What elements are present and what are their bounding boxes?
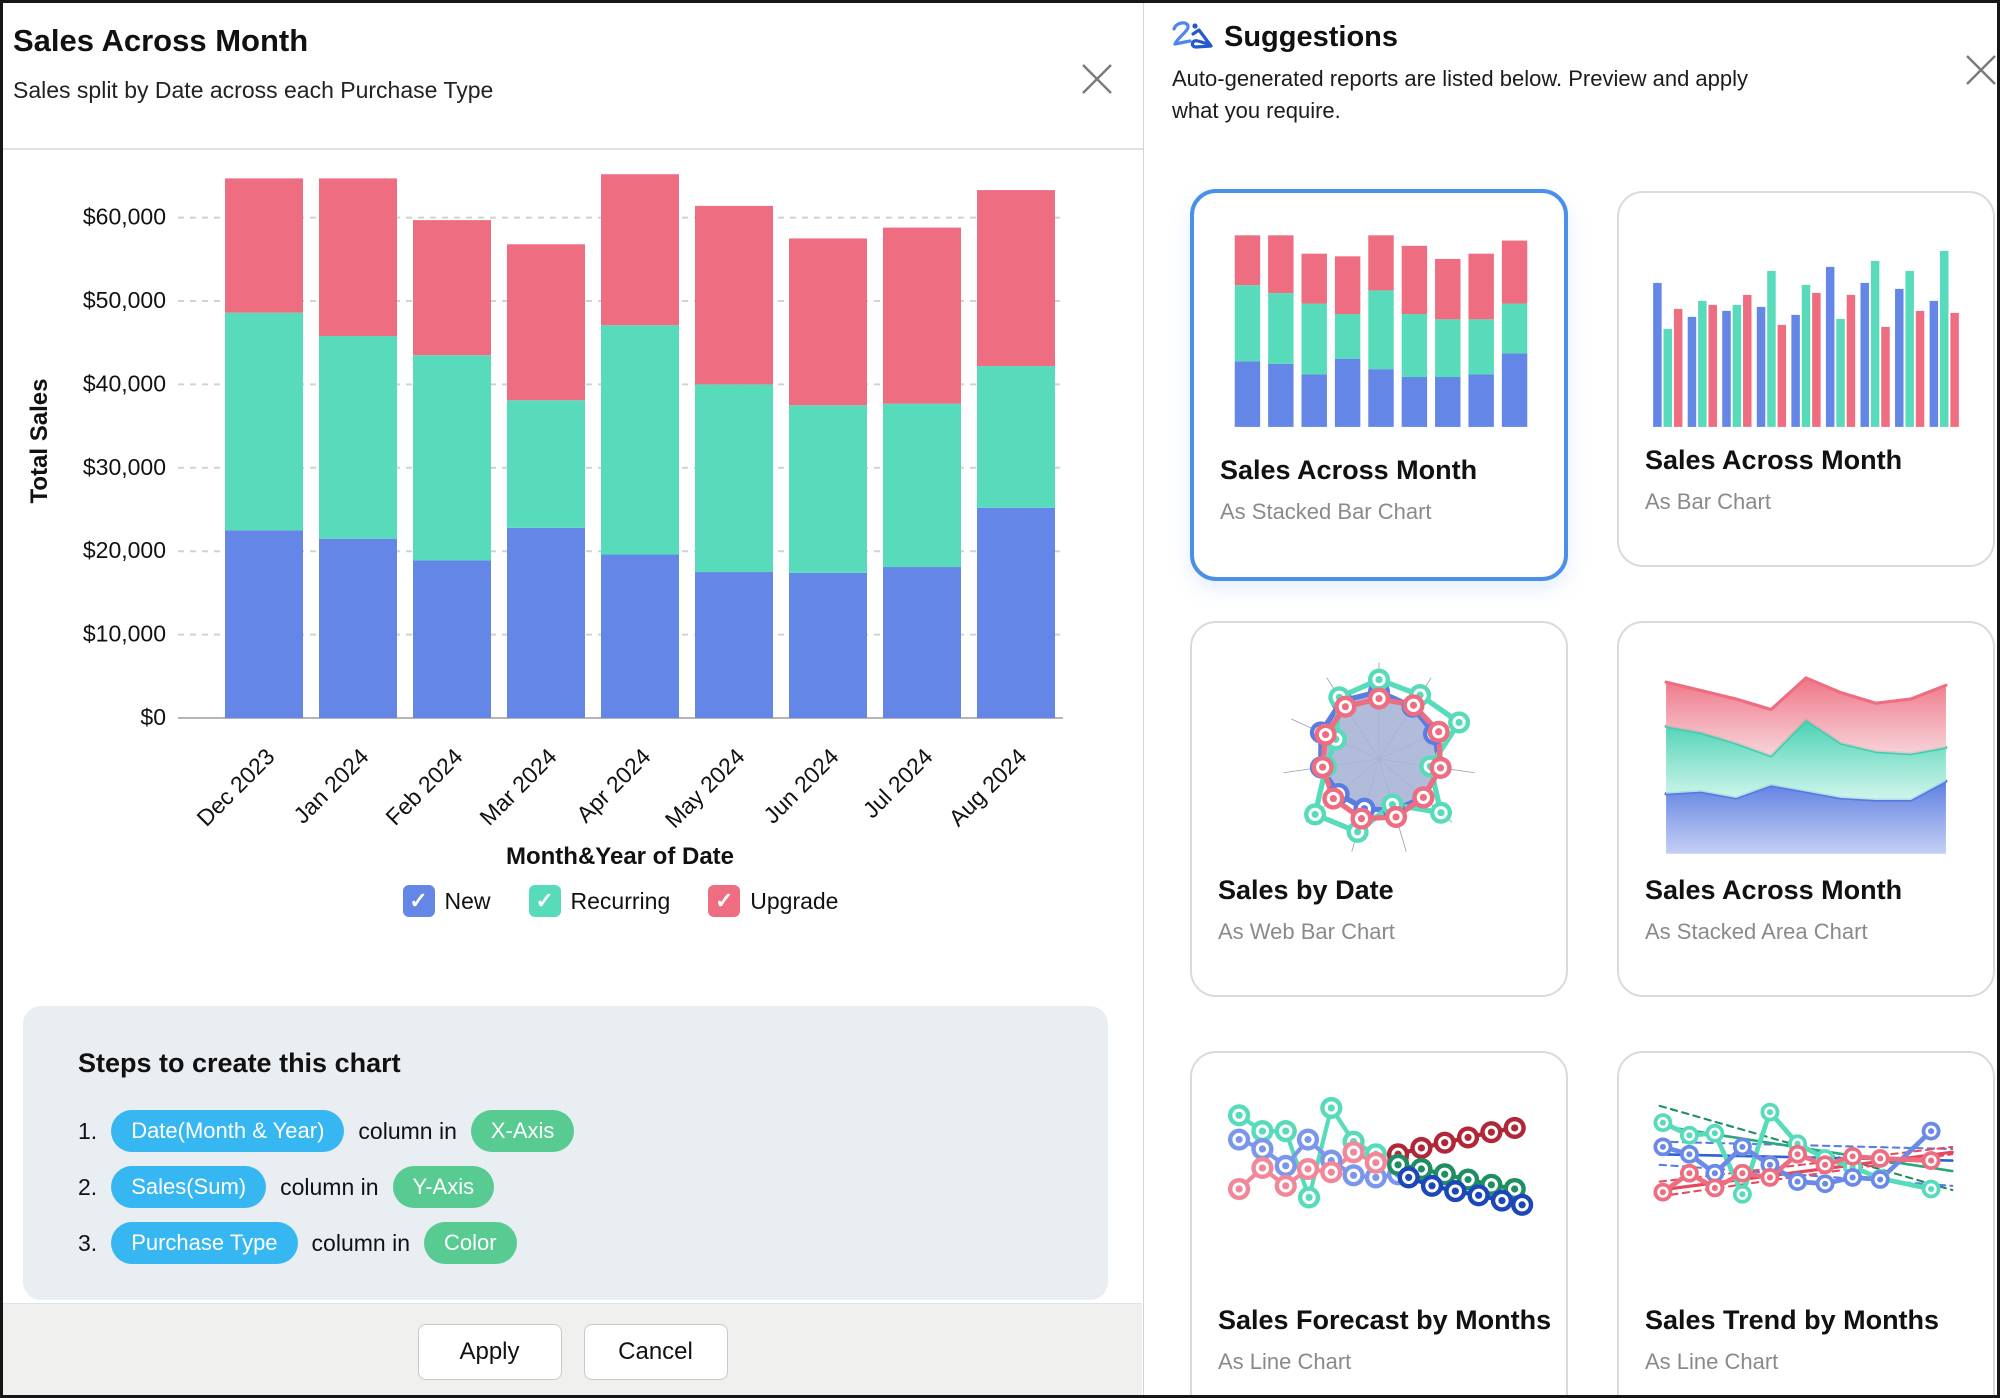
svg-text:$40,000: $40,000 bbox=[83, 370, 166, 396]
legend-checkbox[interactable]: ✓ bbox=[402, 885, 435, 917]
svg-text:Dec 2023: Dec 2023 bbox=[192, 743, 280, 831]
suggestions-title: Suggestions bbox=[1224, 21, 1399, 53]
chart-legend: ✓ New ✓ Recurring ✓ Upgrade bbox=[178, 885, 1063, 917]
footer-bar: Apply Cancel bbox=[3, 1303, 1142, 1395]
card-title: Sales Forecast by Months bbox=[1218, 1305, 1552, 1335]
mini-stacked-bar-chart bbox=[1234, 235, 1528, 427]
svg-text:$50,000: $50,000 bbox=[83, 287, 166, 313]
legend-checkbox[interactable]: ✓ bbox=[708, 885, 741, 917]
close-icon[interactable] bbox=[1079, 61, 1115, 97]
field-chip: Date(Month & Year) bbox=[111, 1110, 345, 1152]
steps-card: Steps to create this chart 1. Date(Month… bbox=[23, 1006, 1108, 1300]
svg-text:$30,000: $30,000 bbox=[83, 454, 166, 480]
steps-heading: Steps to create this chart bbox=[78, 1048, 401, 1078]
suggestion-card-web-bar[interactable]: Sales by Date As Web Bar Chart bbox=[1190, 621, 1568, 997]
step-number: 2. bbox=[78, 1173, 98, 1200]
step-text: column in bbox=[311, 1229, 410, 1256]
legend-label: New bbox=[444, 887, 491, 914]
svg-text:$0: $0 bbox=[140, 704, 166, 730]
svg-text:Mar 2024: Mar 2024 bbox=[474, 743, 561, 830]
zia-logo-icon bbox=[1172, 21, 1213, 49]
legend-label: Recurring bbox=[570, 887, 671, 914]
step-number: 3. bbox=[78, 1229, 98, 1256]
suggestion-card-forecast-line[interactable]: Sales Forecast by Months As Line Chart bbox=[1190, 1051, 1568, 1395]
svg-text:Feb 2024: Feb 2024 bbox=[380, 743, 467, 830]
svg-text:Jul 2024: Jul 2024 bbox=[858, 743, 938, 823]
suggestion-card-bar[interactable]: Sales Across Month As Bar Chart bbox=[1617, 191, 1995, 567]
mini-radar-chart bbox=[1283, 662, 1475, 852]
svg-text:$10,000: $10,000 bbox=[83, 621, 166, 647]
suggestion-card-trend-line[interactable]: Sales Trend by Months As Line Chart bbox=[1617, 1051, 1995, 1395]
stacked-bar-chart[interactable]: $0 $10,000 $20,000 $30,000 $40,000 $50,000 $60… bbox=[3, 151, 1142, 887]
step-row: 3. Purchase Type column in Color bbox=[78, 1222, 517, 1264]
axis-chip: X-Axis bbox=[470, 1110, 575, 1152]
mini-bar-chart bbox=[1653, 250, 1959, 427]
legend-label: Upgrade bbox=[750, 887, 839, 914]
svg-text:Aug 2024: Aug 2024 bbox=[944, 743, 1032, 831]
step-row: 2. Sales(Sum) column in Y-Axis bbox=[78, 1166, 495, 1208]
card-title: Sales Across Month bbox=[1645, 445, 1903, 475]
step-text: column in bbox=[280, 1173, 379, 1200]
axis-chip: Y-Axis bbox=[392, 1166, 495, 1208]
apply-button[interactable]: Apply bbox=[417, 1323, 562, 1380]
color-chip: Color bbox=[423, 1222, 517, 1264]
card-title: Sales Across Month bbox=[1645, 875, 1903, 905]
suggestion-card-stacked-bar[interactable]: Sales Across Month As Stacked Bar Chart bbox=[1190, 189, 1568, 581]
card-title: Sales Trend by Months bbox=[1645, 1305, 1940, 1335]
field-chip: Purchase Type bbox=[111, 1222, 298, 1264]
step-number: 1. bbox=[78, 1117, 98, 1144]
svg-text:Apr 2024: Apr 2024 bbox=[571, 743, 656, 828]
svg-text:Jan 2024: Jan 2024 bbox=[288, 743, 373, 828]
chart-preview-panel: Sales Across Month Sales split by Date a… bbox=[3, 3, 1144, 1395]
card-subtitle: As Web Bar Chart bbox=[1218, 919, 1395, 944]
svg-text:Month&Year of Date: Month&Year of Date bbox=[506, 843, 734, 870]
legend-item[interactable]: ✓ New bbox=[402, 885, 491, 917]
card-title: Sales by Date bbox=[1218, 875, 1394, 905]
mini-forecast-line-chart bbox=[1227, 1096, 1534, 1216]
page-title: Sales Across Month bbox=[13, 23, 309, 58]
card-title: Sales Across Month bbox=[1220, 455, 1478, 485]
field-chip: Sales(Sum) bbox=[111, 1166, 267, 1208]
mini-trend-line-chart bbox=[1653, 1102, 1954, 1204]
close-icon[interactable] bbox=[1962, 51, 2000, 89]
legend-checkbox[interactable]: ✓ bbox=[528, 885, 561, 917]
mini-area-chart bbox=[1664, 676, 1948, 854]
svg-text:$60,000: $60,000 bbox=[83, 204, 166, 230]
step-row: 1. Date(Month & Year) column in X-Axis bbox=[78, 1110, 575, 1152]
card-subtitle: As Line Chart bbox=[1645, 1349, 1779, 1374]
suggestions-panel: Suggestions Auto-generated reports are l… bbox=[1144, 3, 2000, 1395]
svg-text:$20,000: $20,000 bbox=[83, 537, 166, 563]
svg-text:Total Sales: Total Sales bbox=[26, 379, 53, 504]
step-text: column in bbox=[358, 1117, 457, 1144]
suggestions-subtitle: Auto-generated reports are listed below.… bbox=[1172, 66, 1749, 123]
cancel-button[interactable]: Cancel bbox=[583, 1323, 728, 1380]
page-subtitle: Sales split by Date across each Purchase… bbox=[13, 77, 494, 103]
suggestion-card-stacked-area[interactable]: Sales Across Month As Stacked Area Chart bbox=[1617, 621, 1995, 997]
header-divider bbox=[3, 148, 1143, 150]
card-subtitle: As Stacked Area Chart bbox=[1645, 919, 1868, 944]
legend-item[interactable]: ✓ Recurring bbox=[528, 885, 671, 917]
svg-text:Jun 2024: Jun 2024 bbox=[758, 743, 843, 828]
card-subtitle: As Line Chart bbox=[1218, 1349, 1352, 1374]
legend-item[interactable]: ✓ Upgrade bbox=[708, 885, 838, 917]
card-subtitle: As Stacked Bar Chart bbox=[1220, 499, 1432, 524]
card-subtitle: As Bar Chart bbox=[1645, 489, 1771, 514]
svg-text:May 2024: May 2024 bbox=[660, 743, 750, 833]
